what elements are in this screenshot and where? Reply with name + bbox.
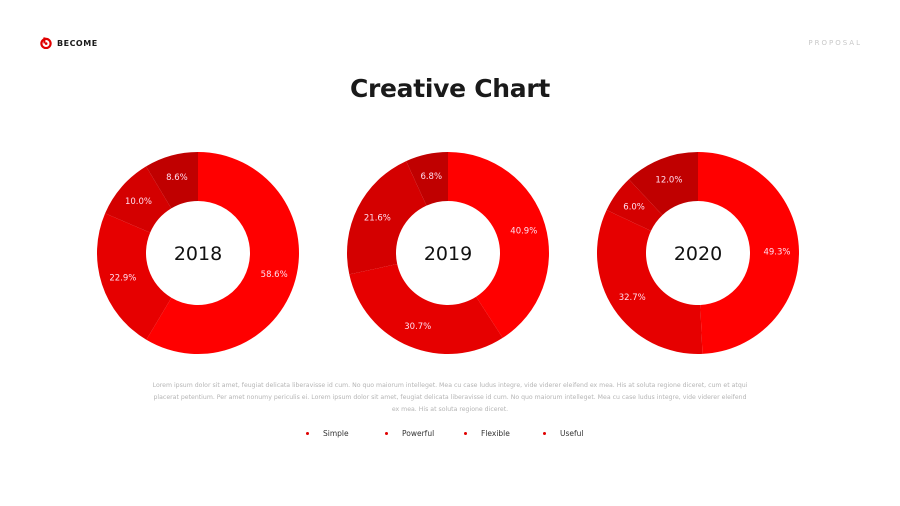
brand-name: BECOME bbox=[57, 38, 98, 48]
legend-dot-icon bbox=[306, 432, 309, 435]
donut-slice-simple bbox=[448, 152, 550, 338]
slice-data-label: 40.9% bbox=[510, 227, 537, 237]
slice-data-label: 6.0% bbox=[623, 203, 645, 213]
donut-chart-2019: 40.9% 30.7% 21.6% 6.8% 2019 bbox=[347, 152, 550, 354]
brand-logo-icon bbox=[40, 37, 52, 49]
donut-slice-powerful bbox=[97, 213, 172, 340]
donut-slice-simple bbox=[146, 152, 300, 355]
legend-item-useful: Useful bbox=[543, 429, 622, 438]
donut-slice-simple bbox=[698, 152, 799, 354]
donut-slice-powerful bbox=[597, 209, 703, 354]
slice-data-label: 30.7% bbox=[404, 322, 431, 332]
slice-data-label: 32.7% bbox=[619, 293, 646, 303]
slice-data-label: 58.6% bbox=[261, 270, 288, 280]
legend-item-flexible: Flexible bbox=[464, 429, 543, 438]
donut-slice-flexible bbox=[105, 166, 172, 233]
donut-slice-useful bbox=[628, 152, 698, 216]
legend-label: Powerful bbox=[402, 429, 435, 438]
legend-dot-icon bbox=[543, 432, 546, 435]
chart-legend: Simple Powerful Flexible Useful bbox=[306, 429, 622, 438]
header-proposal-label: PROPOSAL bbox=[808, 39, 862, 47]
donut-year-label: 2018 bbox=[174, 243, 222, 265]
donut-year-label: 2019 bbox=[424, 243, 472, 265]
legend-item-powerful: Powerful bbox=[385, 429, 464, 438]
legend-dot-icon bbox=[385, 432, 388, 435]
slice-data-label: 21.6% bbox=[364, 214, 391, 224]
donut-slice-flexible bbox=[606, 179, 663, 231]
donut-chart-2018: 58.6% 22.9% 10.0% 8.6% 2018 bbox=[97, 152, 300, 355]
legend-label: Useful bbox=[560, 429, 584, 438]
slice-data-label: 8.6% bbox=[166, 173, 188, 183]
donut-slice-flexible bbox=[347, 161, 427, 275]
donut-slice-useful bbox=[146, 152, 198, 209]
description-text: Lorem ipsum dolor sit amet, feugiat deli… bbox=[152, 382, 748, 413]
donut-slice-powerful bbox=[349, 264, 503, 354]
slice-data-label: 49.3% bbox=[763, 247, 790, 257]
legend-label: Flexible bbox=[481, 429, 510, 438]
donut-year-label: 2020 bbox=[674, 243, 722, 265]
donut-chart-2020: 49.3% 32.7% 6.0% 12.0% 2020 bbox=[597, 152, 799, 354]
slice-data-label: 10.0% bbox=[125, 197, 152, 207]
legend-item-simple: Simple bbox=[306, 429, 385, 438]
brand-logo[interactable]: BECOME bbox=[40, 37, 98, 49]
legend-label: Simple bbox=[323, 429, 349, 438]
slice-data-label: 22.9% bbox=[109, 274, 136, 284]
slice-data-label: 6.8% bbox=[420, 172, 442, 182]
donut-slice-useful bbox=[406, 152, 448, 206]
slice-data-label: 12.0% bbox=[655, 176, 682, 186]
page-title: Creative Chart bbox=[349, 74, 551, 103]
legend-dot-icon bbox=[464, 432, 467, 435]
